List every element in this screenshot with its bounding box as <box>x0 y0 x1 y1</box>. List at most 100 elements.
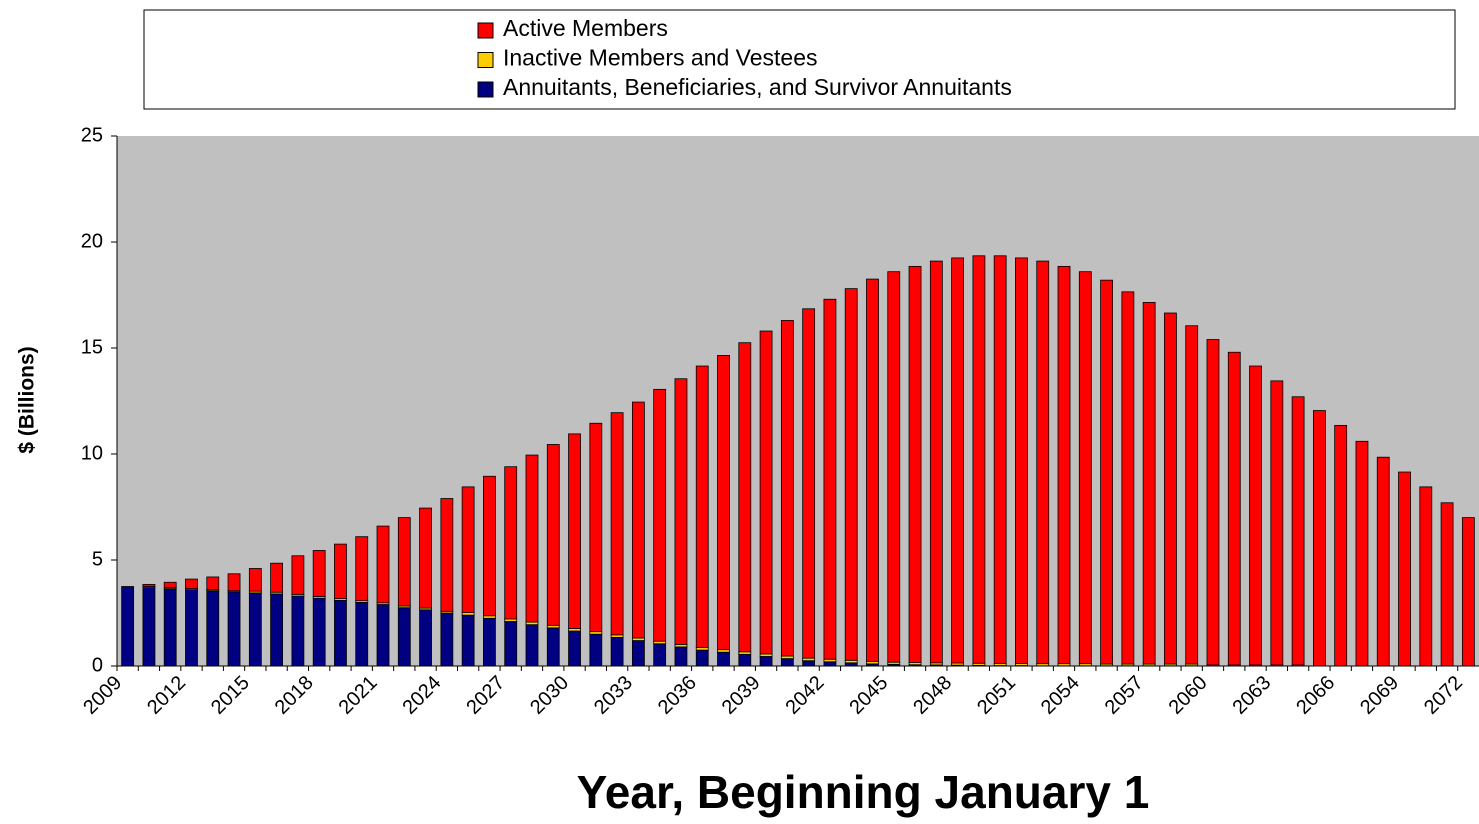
x-tick-label: 2012 <box>143 672 190 719</box>
bar-segment <box>569 434 581 629</box>
x-tick-label: 2018 <box>271 672 318 719</box>
x-tick-label: 2027 <box>462 672 509 719</box>
bar-segment <box>483 476 495 615</box>
bar-segment <box>590 634 602 666</box>
bar-segment <box>781 320 793 656</box>
bar-segment <box>526 625 538 666</box>
x-tick-label: 2051 <box>973 672 1020 719</box>
x-tick-label: 2009 <box>79 672 126 719</box>
bar-segment <box>1058 266 1070 663</box>
y-tick-label: 25 <box>81 124 103 146</box>
bar-segment <box>1335 425 1347 666</box>
bar-segment <box>228 574 240 591</box>
bar-segment <box>505 621 517 666</box>
bar-segment <box>292 556 304 595</box>
bar-segment <box>271 563 283 592</box>
bar-segment <box>185 579 197 589</box>
bar-segment <box>866 279 878 661</box>
legend-label: Active Members <box>503 15 668 41</box>
bar-segment <box>845 289 857 661</box>
bar-segment <box>185 590 197 666</box>
bar-segment <box>824 299 836 659</box>
bar-segment <box>207 577 219 590</box>
bar-segment <box>143 588 155 666</box>
bar-segment <box>377 526 389 603</box>
x-tick-label: 2066 <box>1292 672 1339 719</box>
bar-segment <box>718 652 730 666</box>
bar-segment <box>696 366 708 648</box>
bar-segment <box>249 568 261 591</box>
x-tick-label: 2039 <box>718 672 765 719</box>
bar-segment <box>1441 503 1453 666</box>
x-tick-label: 2048 <box>909 672 956 719</box>
legend-swatch <box>478 82 493 97</box>
bar-segment <box>164 582 176 587</box>
bar-segment <box>505 467 517 619</box>
bar-segment <box>654 644 666 666</box>
bar-segment <box>952 258 964 663</box>
bar-segment <box>1228 352 1240 665</box>
bar-segment <box>334 600 346 666</box>
bar-segment <box>1164 313 1176 664</box>
bar-segment <box>1399 472 1411 666</box>
bar-segment <box>207 591 219 666</box>
bar-segment <box>143 584 155 586</box>
bar-segment <box>803 309 815 658</box>
bar-segment <box>675 379 687 645</box>
x-tick-label: 2036 <box>654 672 701 719</box>
bar-segment <box>739 654 751 666</box>
legend-label: Inactive Members and Vestees <box>503 45 818 71</box>
bar-segment <box>271 594 283 666</box>
x-tick-label: 2033 <box>590 672 637 719</box>
bar-segment <box>420 610 432 666</box>
bar-segment <box>313 598 325 666</box>
bar-segment <box>398 518 410 606</box>
bar-segment <box>334 544 346 598</box>
x-axis-label: Year, Beginning January 1 <box>577 766 1150 818</box>
bar-segment <box>1143 302 1155 664</box>
bar-segment <box>462 615 474 666</box>
bar-segment <box>632 402 644 638</box>
bar-segment <box>1122 292 1134 664</box>
x-tick-label: 2015 <box>207 672 254 719</box>
bar-segment <box>611 413 623 635</box>
bar-segment <box>1207 340 1219 665</box>
bar-segment <box>1015 258 1027 664</box>
bar-segment <box>377 605 389 666</box>
bar-segment <box>590 423 602 631</box>
bar-segment <box>930 261 942 663</box>
bar-segment <box>611 637 623 666</box>
bar-segment <box>1462 518 1474 666</box>
bar-segment <box>760 656 772 666</box>
bar-segment <box>249 593 261 666</box>
bar-segment <box>1101 280 1113 664</box>
bar-segment <box>1420 487 1432 666</box>
legend-swatch <box>478 23 493 38</box>
bar-segment <box>824 662 836 666</box>
y-tick-label: 10 <box>81 442 103 464</box>
bar-segment <box>547 444 559 625</box>
x-tick-label: 2057 <box>1101 672 1148 719</box>
bar-segment <box>569 631 581 666</box>
x-tick-label: 2054 <box>1037 672 1084 719</box>
bar-segment <box>718 355 730 649</box>
x-tick-label: 2045 <box>845 672 892 719</box>
bar-segment <box>675 647 687 666</box>
bar-segment <box>356 602 368 666</box>
legend-swatch <box>478 53 493 68</box>
bar-segment <box>526 455 538 622</box>
legend-label: Annuitants, Beneficiaries, and Survivor … <box>503 74 1012 100</box>
bar-segment <box>803 661 815 666</box>
bar-segment <box>483 618 495 666</box>
x-tick-label: 2069 <box>1356 672 1403 719</box>
bar-segment <box>164 589 176 666</box>
bar-segment <box>1250 366 1262 665</box>
bar-segment <box>1313 411 1325 666</box>
bar-segment <box>1292 397 1304 665</box>
bar-segment <box>632 641 644 666</box>
bar-segment <box>739 343 751 652</box>
bar-segment <box>292 596 304 666</box>
x-tick-label: 2060 <box>1165 672 1212 719</box>
bar-segment <box>462 487 474 613</box>
